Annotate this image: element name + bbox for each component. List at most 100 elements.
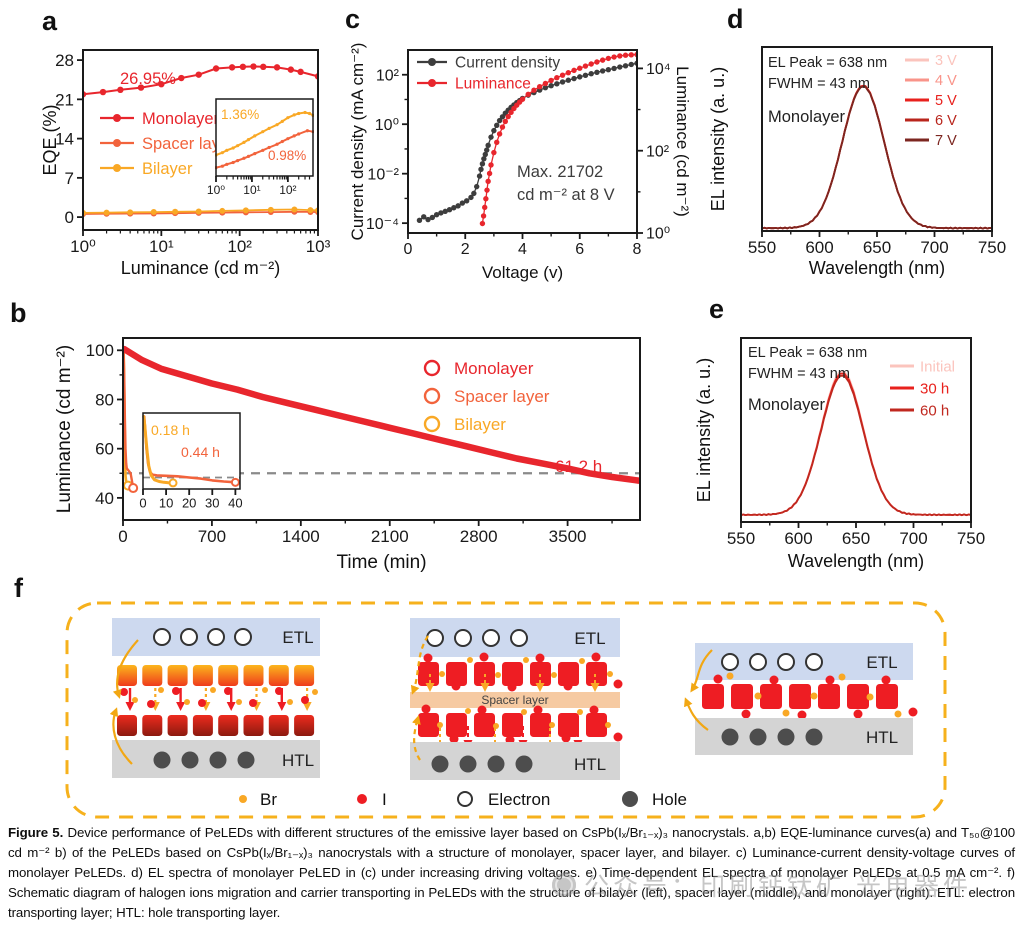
svg-text:10¹: 10¹ <box>243 183 260 197</box>
svg-text:750: 750 <box>957 529 985 548</box>
svg-text:Max. 21702: Max. 21702 <box>517 163 603 181</box>
svg-text:80: 80 <box>95 390 114 409</box>
svg-text:650: 650 <box>863 238 891 257</box>
svg-text:6: 6 <box>575 241 584 258</box>
svg-text:10²: 10² <box>376 67 400 84</box>
svg-text:Monolayer: Monolayer <box>142 110 220 128</box>
svg-text:EL Peak = 638 nm: EL Peak = 638 nm <box>748 345 867 361</box>
svg-text:60 h: 60 h <box>920 402 949 419</box>
svg-text:Initial: Initial <box>920 358 955 375</box>
svg-text:4: 4 <box>518 241 527 258</box>
svg-text:21: 21 <box>55 90 74 109</box>
chart-c: 0 2 4 6 8 10⁻⁴ 10⁻² 10⁰ 10² 10⁰ 10² 10⁴ Voltage (v) C… <box>348 43 692 282</box>
svg-text:Spacer layer: Spacer layer <box>454 387 550 406</box>
svg-text:10²: 10² <box>279 183 296 197</box>
svg-text:61.2 h: 61.2 h <box>555 457 602 476</box>
panel-label-b: b <box>10 298 27 328</box>
svg-text:I: I <box>382 790 387 809</box>
device-schematic: ETL HTL ETL Spacer layer HTL ETL HTL Br I Electro… <box>65 601 947 819</box>
panel-label-a: a <box>42 6 58 36</box>
svg-text:700: 700 <box>198 527 226 546</box>
svg-text:2800: 2800 <box>460 527 498 546</box>
svg-text:Bilayer: Bilayer <box>454 415 506 434</box>
svg-text:10²: 10² <box>227 237 252 256</box>
svg-text:10: 10 <box>159 496 173 511</box>
svg-text:700: 700 <box>920 238 948 257</box>
svg-text:10²: 10² <box>646 143 670 160</box>
svg-text:600: 600 <box>784 529 812 548</box>
svg-text:Luminance (cd m⁻²): Luminance (cd m⁻²) <box>121 258 281 278</box>
svg-text:FWHM = 43 nm: FWHM = 43 nm <box>768 76 870 92</box>
svg-text:0: 0 <box>65 208 74 227</box>
svg-text:ETL: ETL <box>574 629 605 648</box>
svg-text:10⁰: 10⁰ <box>207 183 225 197</box>
svg-text:26.95%: 26.95% <box>120 70 176 88</box>
svg-text:14: 14 <box>55 130 74 149</box>
svg-text:40: 40 <box>95 489 114 508</box>
svg-text:1.36%: 1.36% <box>221 107 259 122</box>
svg-text:10⁻⁴: 10⁻⁴ <box>366 216 399 233</box>
svg-text:Voltage (v): Voltage (v) <box>482 263 563 282</box>
svg-text:EL intensity (a. u.): EL intensity (a. u.) <box>694 358 714 502</box>
svg-text:HTL: HTL <box>866 728 898 747</box>
svg-text:10⁰: 10⁰ <box>70 237 96 256</box>
caption-text: Device performance of PeLEDs with differ… <box>8 825 1015 920</box>
svg-text:HTL: HTL <box>282 751 314 770</box>
svg-text:Monolayer: Monolayer <box>454 359 534 378</box>
panel-label-c: c <box>345 4 361 34</box>
panel-label-d: d <box>727 4 744 34</box>
svg-text:Spacer layer: Spacer layer <box>481 693 548 707</box>
svg-text:Current density (mA cm⁻²): Current density (mA cm⁻²) <box>348 43 367 241</box>
svg-text:8: 8 <box>633 241 642 258</box>
svg-text:700: 700 <box>899 529 927 548</box>
svg-text:0.18 h: 0.18 h <box>151 422 190 438</box>
svg-text:550: 550 <box>748 238 776 257</box>
svg-text:3500: 3500 <box>549 527 587 546</box>
chart-e: 550 600 650 700 750 Wavelength (nm) EL intensi… <box>694 337 985 571</box>
svg-text:750: 750 <box>978 238 1006 257</box>
svg-text:0: 0 <box>404 241 413 258</box>
svg-text:650: 650 <box>842 529 870 548</box>
svg-text:Br: Br <box>260 790 277 809</box>
svg-text:10⁰: 10⁰ <box>646 226 670 243</box>
svg-text:Hole: Hole <box>652 790 687 809</box>
svg-text:Monolayer: Monolayer <box>768 108 846 126</box>
svg-text:ETL: ETL <box>282 628 313 647</box>
svg-text:30: 30 <box>205 496 219 511</box>
svg-text:Wavelength (nm): Wavelength (nm) <box>788 551 924 571</box>
svg-text:Wavelength (nm): Wavelength (nm) <box>809 258 945 278</box>
svg-text:7: 7 <box>65 169 74 188</box>
svg-text:40: 40 <box>228 496 242 511</box>
svg-text:10⁰: 10⁰ <box>375 117 399 134</box>
figure-caption: Figure 5. Device performance of PeLEDs w… <box>8 823 1015 923</box>
svg-text:100: 100 <box>86 341 114 360</box>
svg-text:EL Peak = 638 nm: EL Peak = 638 nm <box>768 55 887 71</box>
svg-text:10⁴: 10⁴ <box>646 61 671 78</box>
svg-text:0.44 h: 0.44 h <box>181 444 220 460</box>
svg-text:10³: 10³ <box>306 237 331 256</box>
svg-text:Luminance: Luminance <box>455 76 531 93</box>
svg-text:10¹: 10¹ <box>149 237 174 256</box>
svg-text:Bilayer: Bilayer <box>142 160 193 178</box>
svg-text:550: 550 <box>727 529 755 548</box>
svg-text:Monolayer: Monolayer <box>748 396 826 414</box>
svg-text:0.98%: 0.98% <box>268 148 306 163</box>
svg-text:2: 2 <box>461 241 470 258</box>
svg-text:ETL: ETL <box>866 653 897 672</box>
svg-text:30 h: 30 h <box>920 380 949 397</box>
svg-text:FWHM = 43 nm: FWHM = 43 nm <box>748 366 850 382</box>
svg-text:60: 60 <box>95 440 114 459</box>
panel-label-f: f <box>14 573 23 603</box>
svg-text:4 V: 4 V <box>935 73 957 89</box>
svg-text:20: 20 <box>182 496 196 511</box>
svg-text:6 V: 6 V <box>935 113 957 129</box>
svg-text:EQE (%): EQE (%) <box>40 104 60 175</box>
svg-text:0: 0 <box>118 527 127 546</box>
svg-text:Time (min): Time (min) <box>336 552 426 573</box>
svg-text:7 V: 7 V <box>935 133 957 149</box>
svg-text:Luminance (cd m⁻²): Luminance (cd m⁻²) <box>673 66 692 217</box>
svg-text:10⁻²: 10⁻² <box>367 166 399 183</box>
svg-text:28: 28 <box>55 51 74 70</box>
